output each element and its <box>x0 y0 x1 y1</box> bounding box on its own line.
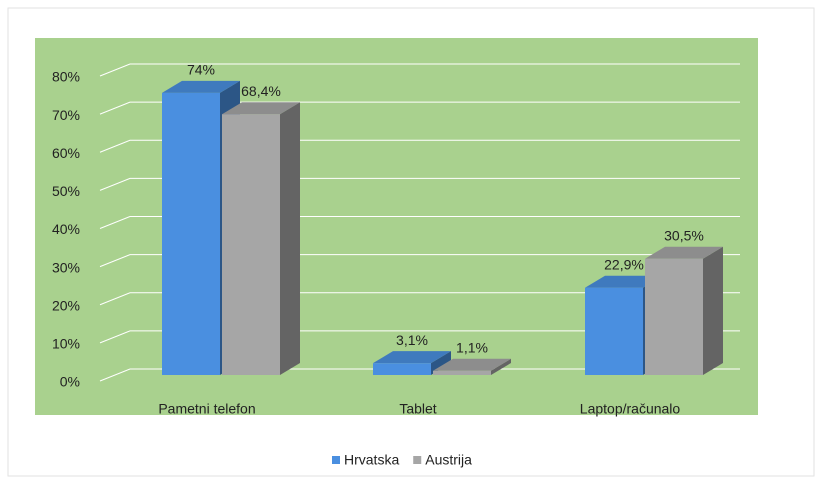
grid-line <box>99 254 740 268</box>
value-label: 68,4% <box>241 83 281 99</box>
legend-label: Austrija <box>425 452 472 468</box>
bar-front <box>162 92 220 375</box>
grid-line <box>99 330 740 344</box>
bar-top <box>645 246 723 259</box>
grid-line <box>99 63 740 77</box>
legend-swatch <box>332 456 340 464</box>
x-tick-label: Laptop/računalo <box>580 401 681 417</box>
bar <box>222 102 300 375</box>
bar-top <box>585 275 663 288</box>
y-tick-label: 20% <box>52 297 80 313</box>
bar <box>645 246 723 375</box>
bar-front <box>373 363 431 375</box>
y-tick-label: 50% <box>52 183 80 199</box>
bar-side <box>280 102 300 375</box>
bar-top <box>162 80 240 93</box>
y-tick-label: 60% <box>52 145 80 161</box>
y-tick-label: 10% <box>52 336 80 352</box>
y-tick-label: 30% <box>52 259 80 275</box>
grid-line <box>99 101 740 115</box>
grid-line <box>99 368 740 382</box>
bar-front <box>222 114 280 375</box>
y-tick-label: 40% <box>52 221 80 237</box>
value-label: 3,1% <box>396 332 428 348</box>
legend-swatch <box>413 456 422 464</box>
grid-line <box>99 216 740 229</box>
y-tick-label: 80% <box>52 69 80 85</box>
y-tick-label: 70% <box>52 107 80 123</box>
bar-top <box>222 102 300 115</box>
bar-top <box>433 358 511 371</box>
grid-line <box>99 292 740 306</box>
bar-front <box>585 287 643 375</box>
value-label: 74% <box>187 62 215 78</box>
bar-front <box>433 370 491 375</box>
legend-label: Hrvatska <box>344 452 399 468</box>
bar-side <box>703 246 723 375</box>
value-label: 30,5% <box>664 227 704 243</box>
y-tick-label: 0% <box>60 374 80 390</box>
x-tick-label: Pametni telefon <box>158 401 255 417</box>
grid-line <box>99 139 740 153</box>
bar <box>433 358 511 375</box>
grid-line <box>99 177 740 191</box>
x-tick-label: Tablet <box>399 401 436 417</box>
value-label: 22,9% <box>604 256 644 272</box>
bar-side <box>491 358 511 375</box>
bar-front <box>645 258 703 375</box>
value-label: 1,1% <box>456 340 488 356</box>
bar-top <box>373 351 451 364</box>
